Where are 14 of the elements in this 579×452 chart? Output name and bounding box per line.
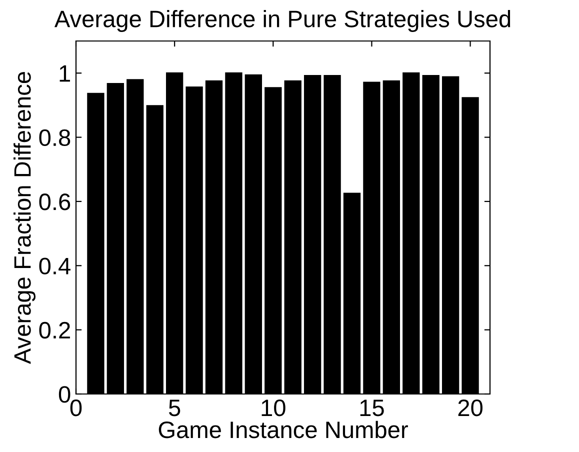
y-tick-label: 0.8 [39,129,70,146]
x-tick-label: 0 [70,399,82,416]
chart-title: Average Difference in Pure Strategies Used [54,10,510,32]
y-tick-label: 0.6 [39,194,70,210]
x-tick-label: 20 [458,399,482,416]
y-axis-title: Average Fraction Difference [14,72,36,364]
y-tick-label: 1 [60,65,70,82]
x-tick-label: 15 [360,400,384,416]
y-tick-label: 0.4 [39,258,70,274]
y-tick-label: 0 [58,386,70,403]
x-axis-title: Game Instance Number [158,420,408,438]
x-tick-label: 5 [168,400,180,416]
x-tick-label: 10 [262,399,286,416]
y-tick-label: 0.2 [39,322,70,339]
